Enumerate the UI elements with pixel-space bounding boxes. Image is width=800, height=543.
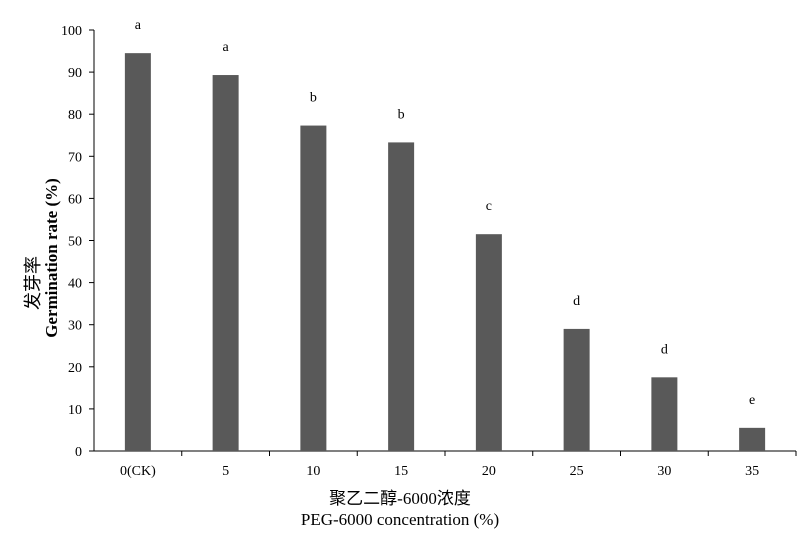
y-tick-label: 100 <box>61 24 82 39</box>
bar-10 <box>300 125 327 451</box>
significance-letter: d <box>573 294 580 309</box>
significance-letter: a <box>135 18 142 33</box>
significance-letter: e <box>749 393 755 408</box>
y-ticks-group: 0 10 20 30 40 50 60 70 80 90 100 <box>61 24 94 460</box>
significance-letters-group: a a b b c d d e <box>135 18 755 408</box>
bar-20 <box>475 234 502 451</box>
significance-letter: c <box>486 199 492 214</box>
y-tick-label: 10 <box>68 403 82 418</box>
y-tick-label: 70 <box>68 150 82 165</box>
x-tick-label: 35 <box>745 464 759 479</box>
significance-letter: b <box>310 91 317 106</box>
bar-5 <box>212 75 239 451</box>
significance-letter: b <box>398 107 405 122</box>
y-tick-label: 50 <box>68 235 82 250</box>
bar-30 <box>651 377 678 451</box>
x-axis-label-chinese: 聚乙二醇-6000浓度 <box>329 489 471 508</box>
y-tick-label: 30 <box>68 319 82 334</box>
y-tick-label: 60 <box>68 192 82 207</box>
significance-letter: a <box>223 40 230 55</box>
y-tick-label: 0 <box>75 445 82 460</box>
x-tick-label: 5 <box>222 464 229 479</box>
bars-group <box>124 53 766 452</box>
axes <box>93 30 796 452</box>
bar-35 <box>739 427 766 451</box>
y-tick-label: 40 <box>68 277 82 292</box>
x-tick-label: 25 <box>570 464 584 479</box>
bar-0(CK) <box>124 53 151 451</box>
x-ticks-group: 0(CK) 5 10 15 20 25 30 35 <box>120 451 797 479</box>
y-tick-label: 20 <box>68 361 82 376</box>
x-tick-label: 10 <box>306 464 320 479</box>
x-tick-label: 20 <box>482 464 496 479</box>
x-axis-label-english: PEG-6000 concentration (%) <box>300 510 500 529</box>
y-tick-label: 80 <box>68 108 82 123</box>
bar-25 <box>563 328 590 451</box>
x-tick-label: 30 <box>657 464 671 479</box>
bar-15 <box>388 142 415 452</box>
x-tick-label: 0(CK) <box>120 464 156 479</box>
x-tick-label: 15 <box>394 464 408 479</box>
significance-letter: d <box>661 342 668 357</box>
y-tick-label: 90 <box>68 66 82 81</box>
